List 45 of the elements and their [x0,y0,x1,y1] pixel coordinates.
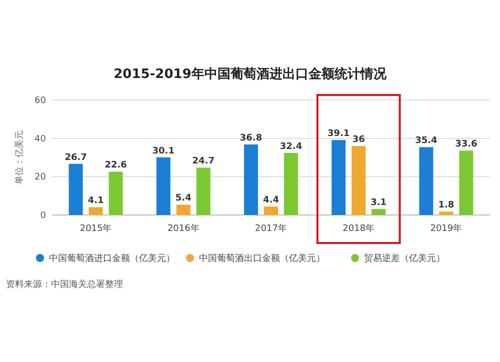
bar [68,164,83,215]
y-tick-label: 40 [34,134,46,144]
y-tick-label: 0 [40,211,46,221]
bar [244,144,258,215]
bar [196,168,210,215]
legend-label: 中国葡萄酒进口金额（亿美元） [49,253,175,264]
bar [284,152,298,215]
data-label: 1.8 [438,200,454,211]
bar [264,206,278,215]
data-label: 3.1 [370,198,387,208]
data-label: 33.6 [455,140,478,150]
bar [352,146,366,215]
bar [156,157,170,215]
bar [372,209,386,215]
y-tick-label: 60 [34,96,46,106]
data-label: 32.4 [280,142,302,152]
x-tick-label: 2016年 [167,223,200,234]
bar [439,212,454,215]
data-label: 4.4 [263,196,279,206]
bar [332,140,346,215]
data-label: 24.7 [192,156,215,167]
bar [176,204,190,215]
bar [108,172,123,215]
x-tick-label: 2015年 [80,223,112,234]
bar [459,150,474,215]
chart-title: 2015-2019年中国葡萄酒进出口金额统计情况 [114,66,388,82]
data-label: 30.1 [152,146,175,156]
data-label: 26.7 [64,152,87,163]
y-axis-title: 单位：亿美元 [14,130,25,184]
data-label: 22.6 [104,160,127,171]
x-tick-label: 2017年 [255,223,287,234]
legend-label: 贸易逆差（亿美元） [364,253,445,264]
data-label: 36.8 [240,133,262,144]
legend-label: 中国葡萄酒出口金额（亿美元） [199,253,325,264]
bar [88,207,103,215]
bar [419,147,434,215]
y-tick-label: 20 [34,172,46,183]
text: 资料来源：中国海关总署整理 [6,279,123,290]
data-label: 39.1 [327,129,350,140]
data-label: 4.1 [88,196,104,206]
data-label: 36 [352,135,365,145]
data-label: 5.4 [175,194,192,204]
x-tick-label: 2019年 [430,223,462,234]
data-label: 35.4 [415,136,438,146]
x-tick-label: 2018年 [342,223,375,234]
